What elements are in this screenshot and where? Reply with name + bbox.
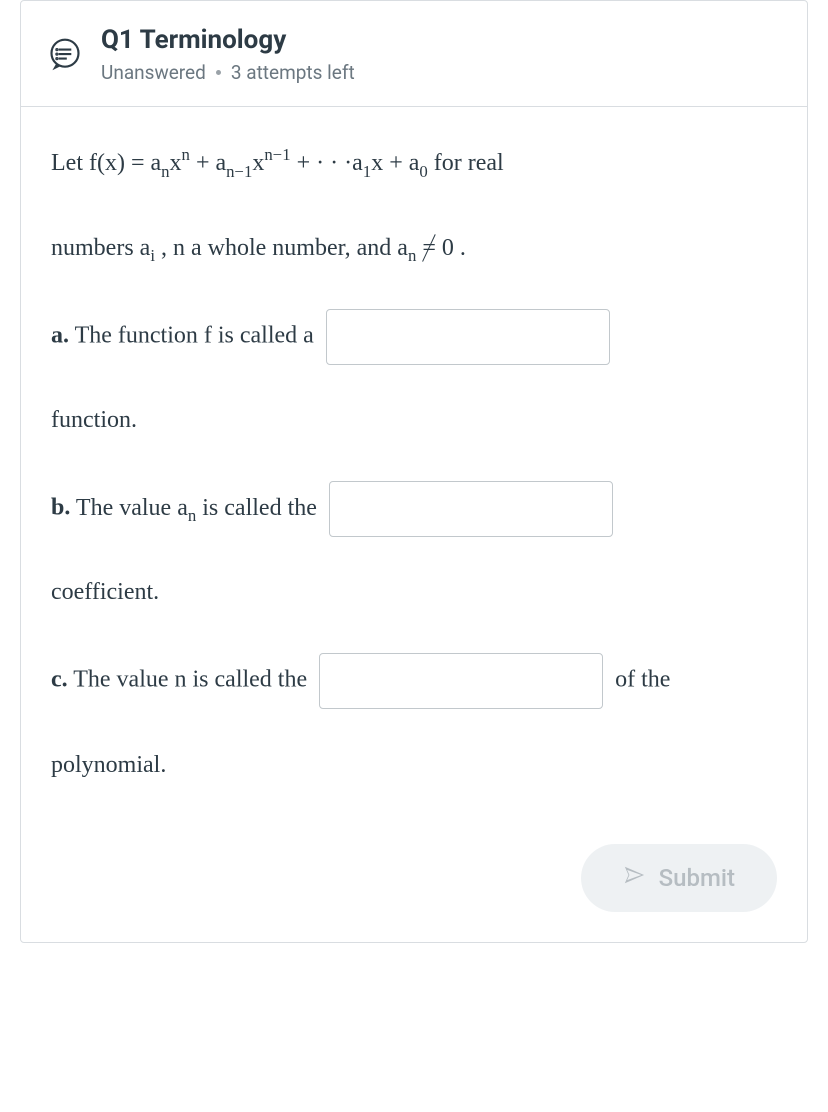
submit-button[interactable]: Submit xyxy=(581,844,777,912)
part-c-input[interactable] xyxy=(319,653,603,709)
part-c-after2: polynomial. xyxy=(51,752,166,778)
submit-row: Submit xyxy=(51,826,777,912)
quiz-bubble-icon xyxy=(47,37,83,73)
part-a-after: function. xyxy=(51,407,137,433)
part-c-label: c. xyxy=(51,667,68,693)
intro-line-1: Let f(x) = anxn + an−1xn−1 + · · ·a1x + … xyxy=(51,143,777,184)
question-title: Q1 Terminology xyxy=(101,25,355,55)
intro-suffix: for real xyxy=(428,150,504,176)
paper-plane-icon xyxy=(623,864,645,892)
part-a-input[interactable] xyxy=(326,309,610,365)
part-c: c. The value n is called the of the poly… xyxy=(51,653,777,783)
separator-dot xyxy=(216,70,221,75)
submit-label: Submit xyxy=(659,864,735,892)
part-a: a. The function f is called a function. xyxy=(51,309,777,439)
intro-prefix: Let xyxy=(51,150,89,176)
part-a-label: a. xyxy=(51,322,69,348)
intro2-text: numbers ai , n a whole number, and an = … xyxy=(51,235,466,261)
attempts-text: 3 attempts left xyxy=(231,61,355,84)
part-b-input[interactable] xyxy=(329,481,613,537)
poly-terms: anxn + an−1xn−1 + · · ·a1x + a0 xyxy=(151,150,428,176)
question-header: Q1 Terminology Unanswered 3 attempts lef… xyxy=(21,1,807,107)
question-card: Q1 Terminology Unanswered 3 attempts lef… xyxy=(20,0,808,943)
part-b-before: The value an is called the xyxy=(70,495,323,521)
part-c-before: The value n is called the xyxy=(68,667,313,693)
intro-line-2: numbers ai , n a whole number, and an = … xyxy=(51,230,777,269)
part-c-mid-after: of the xyxy=(609,667,670,693)
question-body: Let f(x) = anxn + an−1xn−1 + · · ·a1x + … xyxy=(21,107,807,942)
question-subtitle: Unanswered 3 attempts left xyxy=(101,61,355,84)
part-b: b. The value an is called the coefficien… xyxy=(51,481,777,611)
status-text: Unanswered xyxy=(101,61,206,84)
fn-lhs: f(x) = xyxy=(89,150,151,176)
part-b-label: b. xyxy=(51,495,70,521)
part-b-after: coefficient. xyxy=(51,579,159,605)
part-a-before: The function f is called a xyxy=(69,322,320,348)
